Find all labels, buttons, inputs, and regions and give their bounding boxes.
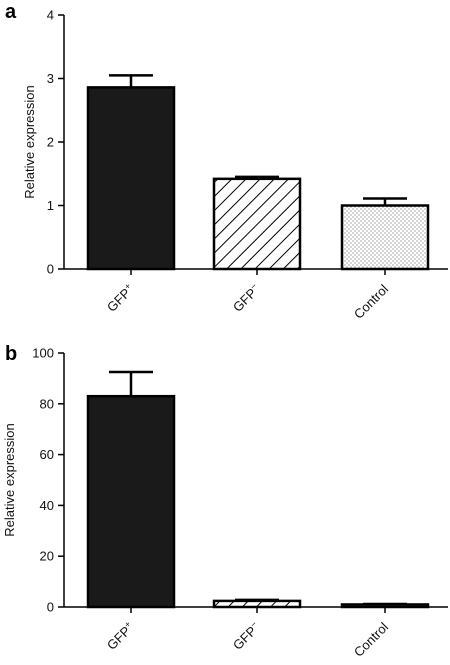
bar bbox=[340, 603, 430, 609]
y-tick-label: 3 bbox=[47, 71, 54, 86]
y-tick-label: 2 bbox=[47, 135, 54, 150]
x-tick-label: GFP− bbox=[229, 619, 263, 653]
x-tick-label: GFP+ bbox=[103, 619, 137, 653]
x-tick-label: Control bbox=[351, 281, 391, 321]
x-tick-label: Control bbox=[351, 619, 391, 659]
bar bbox=[86, 394, 176, 609]
y-tick-label: 20 bbox=[40, 549, 54, 564]
y-tick-label: 60 bbox=[40, 447, 54, 462]
bar bbox=[212, 177, 302, 271]
bar bbox=[340, 204, 430, 271]
bar bbox=[86, 86, 176, 271]
x-tick-label: GFP+ bbox=[103, 281, 137, 315]
y-tick-label: 1 bbox=[47, 198, 54, 213]
panel-letter: a bbox=[5, 1, 17, 23]
chart-panel-b: b 0 20 40 60 80 100 Relative expression GFP+ GFP−… bbox=[2, 343, 448, 660]
y-tick-label: 100 bbox=[32, 346, 54, 361]
y-tick-label: 40 bbox=[40, 498, 54, 513]
y-tick-label: 0 bbox=[47, 600, 54, 615]
panel-letter: b bbox=[5, 343, 17, 365]
y-axis-title: Relative expression bbox=[22, 85, 37, 198]
y-tick-label: 4 bbox=[47, 8, 54, 23]
y-tick-label: 0 bbox=[47, 262, 54, 277]
bar bbox=[212, 599, 302, 609]
x-tick-label: GFP− bbox=[229, 281, 263, 315]
chart-panel-a: a 0 1 2 3 4 Relative expression GFP+ GFP− Control bbox=[5, 1, 448, 322]
y-axis-title: Relative expression bbox=[2, 423, 17, 536]
y-tick-label: 80 bbox=[40, 396, 54, 411]
